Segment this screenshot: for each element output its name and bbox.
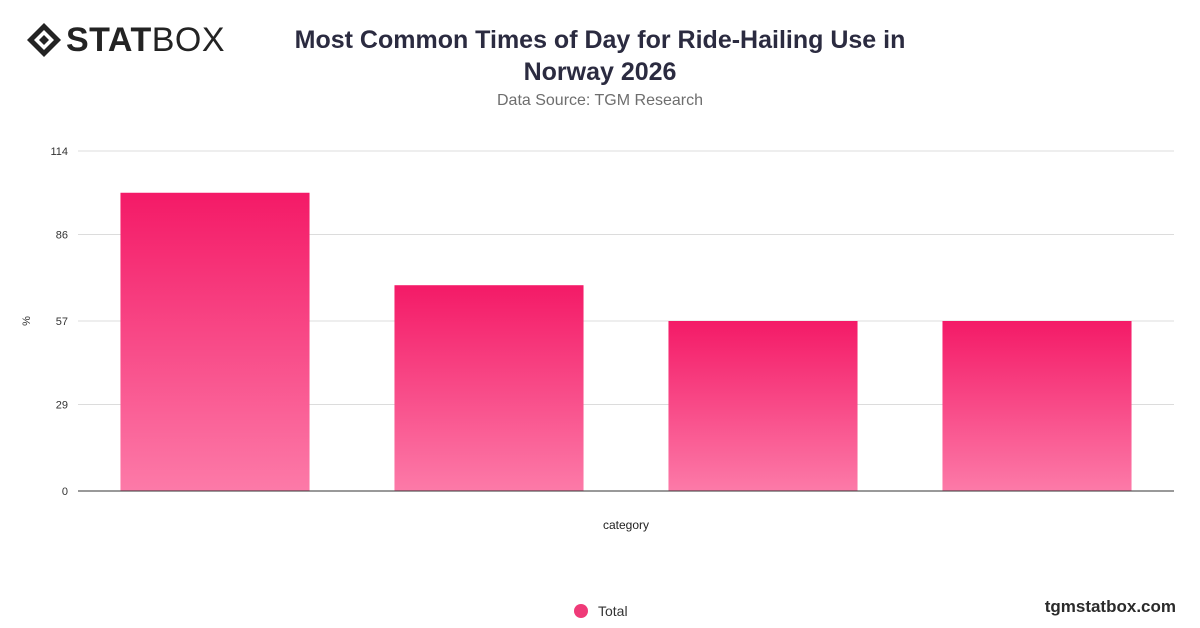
brand-url: tgmstatbox.com [1044, 597, 1176, 616]
y-axis-label: % [21, 316, 33, 326]
y-tick-label: 29 [56, 400, 68, 412]
logo-text-bold: STAT [66, 21, 152, 59]
bars [120, 192, 1132, 491]
bar-3 [668, 321, 858, 491]
y-tick-label: 114 [50, 146, 68, 158]
logo-text-light: BOX [151, 21, 226, 59]
legend-swatch [574, 604, 588, 618]
x-axis-label: category [603, 518, 649, 532]
statbox-logo: STATBOX [26, 22, 225, 58]
bar-1 [120, 192, 310, 491]
legend-label-total: Total [598, 603, 628, 619]
bar-chart: 114 86 57 29 0 % category [21, 146, 1174, 532]
diamond-logo-icon [27, 23, 61, 57]
y-tick-label: 86 [56, 230, 68, 242]
y-tick-label: 0 [62, 486, 68, 498]
y-tick-label: 57 [56, 316, 68, 328]
chart-subtitle: Data Source: TGM Research [496, 92, 703, 109]
legend: Total [574, 603, 628, 619]
y-axis-ticks: 114 86 57 29 0 [50, 146, 68, 498]
bar-4 [942, 321, 1132, 491]
logo-wordmark: STATBOX [66, 22, 225, 58]
bar-2 [394, 285, 584, 491]
chart-title: Most Common Times of Day for Ride-Hailin… [294, 26, 906, 86]
